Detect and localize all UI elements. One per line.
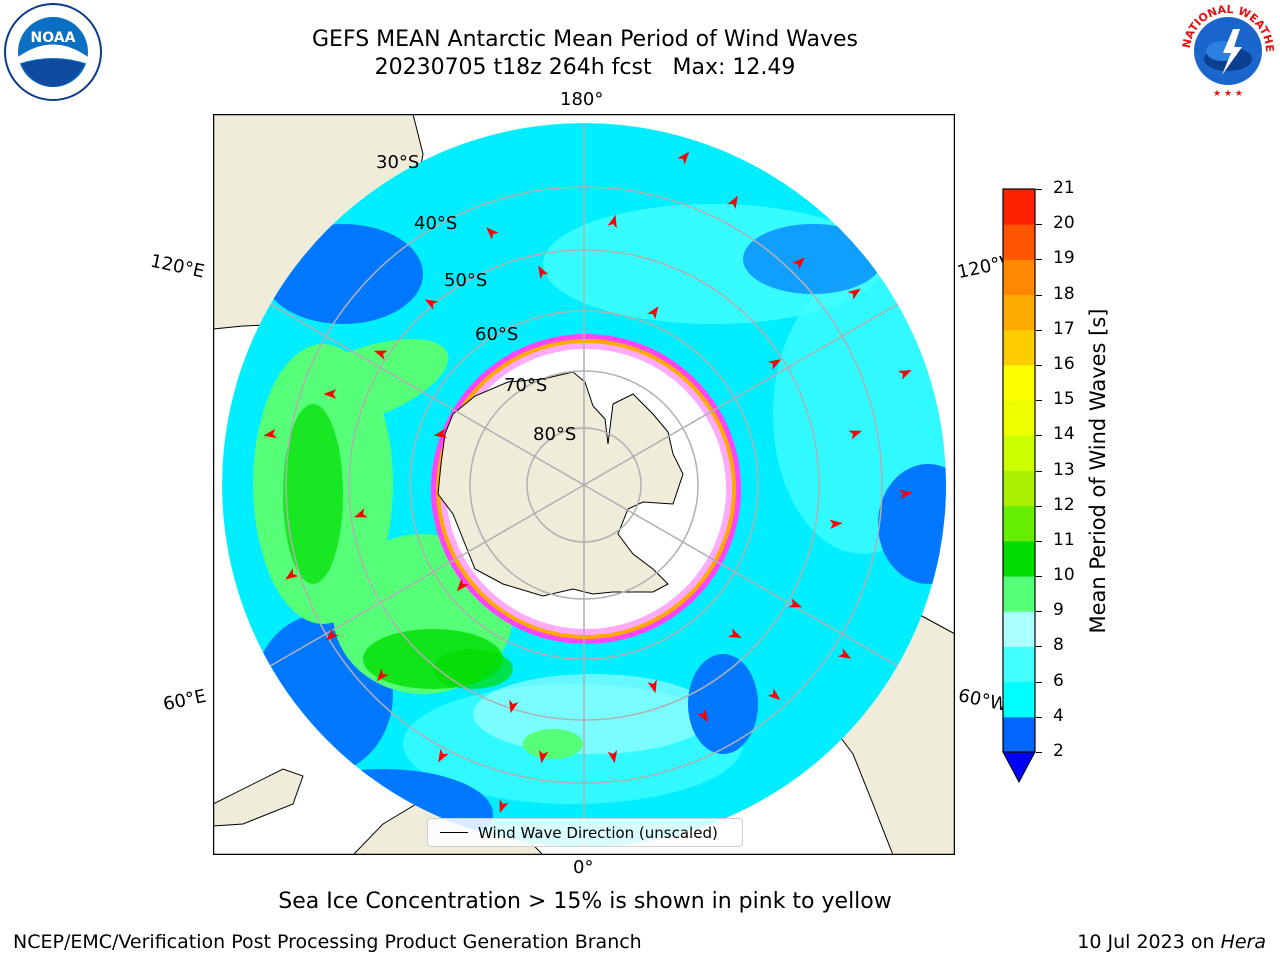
noaa-logo: NOAA: [4, 3, 102, 101]
polar-map: [213, 114, 955, 855]
colorbar-tick: [1036, 540, 1042, 542]
colorbar-band: [1003, 576, 1035, 612]
colorbar-tick-label: 14: [1053, 424, 1075, 445]
colorbar-band: [1003, 505, 1035, 542]
chart-subtitle: 20230705 t18z 264h fcst Max: 12.49: [374, 55, 796, 80]
lon-label-180: 180°: [560, 89, 604, 110]
colorbar-tick: [1036, 611, 1042, 613]
footer-credit: NCEP/EMC/Verification Post Processing Pr…: [13, 931, 642, 953]
svg-text:★ ★ ★: ★ ★ ★: [1213, 89, 1243, 99]
nws-logo: NATIONAL WEATHER SERVICE ★ ★ ★: [1178, 1, 1276, 99]
lon-label-60e: 60°E: [161, 685, 208, 716]
colorbar-band: [1003, 435, 1035, 471]
colorbar-tick-label: 6: [1053, 670, 1064, 691]
colorbar-tick-label: 16: [1053, 353, 1075, 374]
colorbar-tick: [1036, 364, 1042, 366]
colorbar-tick: [1036, 470, 1042, 472]
colorbar-band: [1003, 189, 1035, 225]
colorbar-tick-label: 19: [1053, 248, 1075, 269]
map-legend: Wind Wave Direction (unscaled): [427, 818, 743, 847]
colorbar-label: Mean Period of Wind Waves [s]: [1086, 308, 1110, 634]
colorbar-tick: [1036, 400, 1042, 402]
colorbar-tick-label: 20: [1053, 213, 1075, 234]
lat-label-60s: 60°S: [475, 324, 519, 345]
colorbar-tick: [1036, 646, 1042, 648]
svg-text:NOAA: NOAA: [31, 30, 76, 46]
colorbar-tick-label: 4: [1053, 705, 1064, 726]
colorbar-tick-label: 11: [1053, 529, 1075, 550]
legend-label: Wind Wave Direction (unscaled): [478, 823, 718, 842]
chart-title: GEFS MEAN Antarctic Mean Period of Wind …: [312, 27, 858, 52]
graticule: [222, 123, 946, 847]
colorbar-tick: [1036, 259, 1042, 261]
colorbar-tick: [1036, 294, 1042, 296]
colorbar-band: [1003, 716, 1035, 753]
lat-label-50s: 50°S: [444, 270, 488, 291]
antarctica: [437, 371, 684, 597]
colorbar-tick: [1036, 329, 1042, 331]
colorbar-band: [1003, 400, 1035, 436]
colorbar-tick: [1036, 505, 1042, 507]
footer-date: 10 Jul 2023 on Hera: [1077, 931, 1266, 953]
lon-label-120e: 120°E: [148, 250, 207, 283]
colorbar-band: [1003, 364, 1035, 401]
colorbar-tick: [1036, 681, 1042, 683]
colorbar-band: [1003, 259, 1035, 296]
colorbar-band: [1003, 224, 1035, 260]
sea-ice-note: Sea Ice Concentration > 15% is shown in …: [278, 889, 892, 914]
colorbar-tick: [1036, 576, 1042, 578]
colorbar-tick-label: 2: [1053, 741, 1064, 761]
colorbar-tick-label: 15: [1053, 389, 1075, 410]
lon-label-0: 0°: [573, 857, 594, 878]
lat-label-80s: 80°S: [533, 424, 577, 445]
colorbar-band: [1003, 646, 1035, 683]
colorbar-band: [1003, 540, 1035, 577]
colorbar-band: [1003, 681, 1035, 718]
colorbar-tick-label: 21: [1053, 178, 1075, 198]
colorbar-tick: [1036, 224, 1042, 226]
wave-direction-arrows: [263, 151, 913, 814]
colorbar-tick-label: 17: [1053, 318, 1075, 339]
colorbar-tick: [1036, 752, 1042, 753]
colorbar-tick-label: 10: [1053, 565, 1075, 586]
colorbar-band: [1003, 329, 1035, 366]
colorbar-extend-min: [1002, 751, 1036, 784]
colorbar-tick-label: 18: [1053, 283, 1075, 304]
footer-host: Hera: [1220, 931, 1266, 953]
colorbar-band: [1003, 294, 1035, 331]
colorbar-band: [1003, 611, 1035, 647]
colorbar-tick-label: 13: [1053, 459, 1075, 480]
lat-label-40s: 40°S: [414, 213, 458, 234]
colorbar-tick-label: 12: [1053, 494, 1075, 515]
colorbar: [1002, 188, 1036, 784]
lat-label-30s: 30°S: [376, 152, 420, 173]
colorbar-tick: [1036, 435, 1042, 437]
colorbar-tick: [1036, 716, 1042, 718]
colorbar-tick: [1036, 189, 1042, 190]
lat-label-70s: 70°S: [504, 375, 548, 396]
legend-line-icon: [440, 832, 468, 833]
colorbar-band: [1003, 470, 1035, 507]
colorbar-tick-label: 8: [1053, 635, 1064, 656]
colorbar-tick-label: 9: [1053, 600, 1064, 621]
